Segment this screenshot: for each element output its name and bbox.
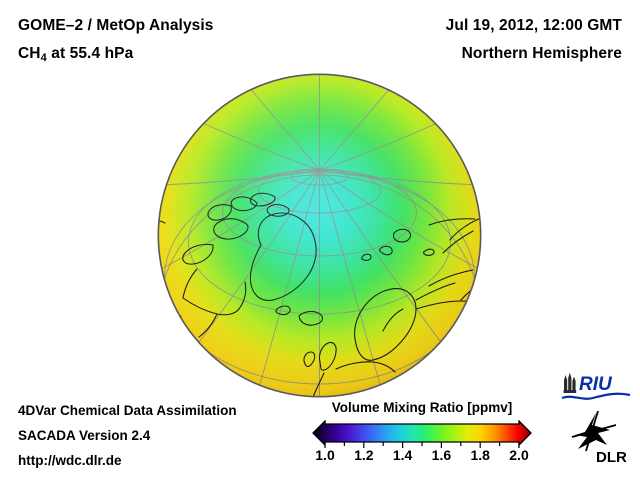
footer-method: 4DVar Chemical Data Assimilation [18,403,237,418]
species-label: CH [18,45,41,62]
riu-logo-svg: RIU [561,372,631,400]
riu-wave-icon [561,392,631,400]
colorbar-title: Volume Mixing Ratio [ppmv] [331,400,513,415]
dlr-mark-icon [571,410,617,452]
colorbar-tick-label: 1.2 [354,447,374,463]
colorbar-tick-label: 1.0 [315,447,335,463]
globe-shading [158,74,481,397]
datetime-label: Jul 19, 2012, 12:00 GMT [445,17,622,34]
riu-logo: RIU [560,371,632,408]
footer-version: SACADA Version 2.4 [18,428,151,443]
globe-limb [157,73,482,398]
colorbar-ticks [324,442,520,448]
region-label: Northern Hemisphere [461,45,622,62]
colorbar-tick-label: 1.8 [470,447,490,463]
colorbar-tick-label: 2.0 [509,447,529,463]
dlr-logo: DLR [566,410,628,470]
globe-svg [157,73,482,398]
species-subscript: 4 [40,52,47,64]
species-pressure: at 55.4 hPa [46,45,134,62]
species-title: CH4 at 55.4 hPa [18,45,133,64]
instrument-title: GOME–2 / MetOp Analysis [18,17,214,34]
riu-tower-icon [563,372,577,393]
dlr-logo-svg: DLR [571,410,627,466]
footer-url[interactable]: http://wdc.dlr.de [18,453,122,468]
colorbar: Volume Mixing Ratio [ppmv] 1.0 1.2 1.4 1.6 1… [308,398,536,474]
globe-map [157,73,482,398]
riu-wordmark: RIU [579,374,613,395]
dlr-wordmark: DLR [596,449,627,465]
colorbar-tick-label: 1.4 [392,447,413,463]
colorbar-tick-labels: 1.0 1.2 1.4 1.6 1.8 2.0 [308,447,536,469]
colorbar-tick-label: 1.6 [431,447,452,463]
colorbar-svg [312,420,532,448]
colorbar-swatch [312,420,532,447]
